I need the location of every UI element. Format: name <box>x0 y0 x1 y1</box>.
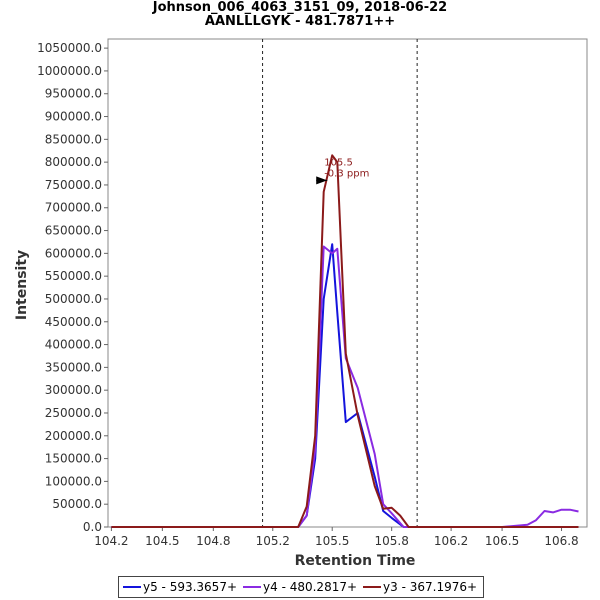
y-tick-label: 700000.0 <box>45 201 102 215</box>
y-tick-label: 450000.0 <box>45 315 102 329</box>
legend-swatch <box>123 586 141 588</box>
x-tick-label: 106.5 <box>485 534 519 548</box>
legend-swatch <box>243 586 262 588</box>
x-tick-label: 104.8 <box>196 534 230 548</box>
x-tick-label: 104.5 <box>145 534 179 548</box>
plot-area <box>107 38 588 528</box>
x-tick-label: 105.8 <box>374 534 408 548</box>
chart-title: Johnson_006_4063_3151_09, 2018-06-22 <box>152 0 448 15</box>
annotation-ppm: -0.3 ppm <box>324 168 369 179</box>
x-tick-label: 106.2 <box>434 534 468 548</box>
y-tick-label: 50000.0 <box>52 497 102 511</box>
legend-swatch <box>363 586 382 588</box>
legend-label: y3 - 367.1976+ <box>383 580 478 594</box>
y-tick-label: 350000.0 <box>45 360 102 374</box>
y-tick-label: 200000.0 <box>45 429 102 443</box>
legend-label: y4 - 480.2817+ <box>263 580 358 594</box>
y-tick-label: 900000.0 <box>45 110 102 124</box>
y-tick-label: 1050000.0 <box>37 41 102 55</box>
y-tick-label: 600000.0 <box>45 246 102 260</box>
y-tick-label: 400000.0 <box>45 338 102 352</box>
chart-subtitle: AANLLLGYK - 481.7871++ <box>204 14 396 29</box>
x-axis-label: Retention Time <box>295 553 416 569</box>
x-tick-label: 104.2 <box>94 534 128 548</box>
legend: y5 - 593.3657+ y4 - 480.2817+ y3 - 367.197… <box>118 576 485 598</box>
y-tick-label: 950000.0 <box>45 87 102 101</box>
y-tick-label: 250000.0 <box>45 406 102 420</box>
y-tick-label: 750000.0 <box>45 178 102 192</box>
x-tick-label: 106.8 <box>544 534 578 548</box>
legend-item: y5 - 593.3657+ <box>123 580 237 594</box>
legend-label: y5 - 593.3657+ <box>143 580 238 594</box>
annotation-rt: 105.5 <box>324 157 353 168</box>
y-tick-label: 500000.0 <box>45 292 102 306</box>
series-line-3 <box>111 154 579 528</box>
y-tick-label: 100000.0 <box>45 474 102 488</box>
y-tick-label: 550000.0 <box>45 269 102 283</box>
y-tick-label: 650000.0 <box>45 224 102 238</box>
y-tick-label: 300000.0 <box>45 383 102 397</box>
y-tick-label: 800000.0 <box>45 155 102 169</box>
y-tick-label: 0.0 <box>83 520 102 534</box>
y-tick-label: 150000.0 <box>45 452 102 466</box>
legend-item: y3 - 367.1976+ <box>363 580 477 594</box>
y-tick-label: 1000000.0 <box>37 64 102 78</box>
x-tick-label: 105.2 <box>256 534 290 548</box>
y-axis-label: Intensity <box>14 250 30 320</box>
legend-item: y4 - 480.2817+ <box>243 580 357 594</box>
x-tick-label: 105.5 <box>315 534 349 548</box>
series-line-2 <box>111 245 579 528</box>
y-tick-label: 850000.0 <box>45 132 102 146</box>
